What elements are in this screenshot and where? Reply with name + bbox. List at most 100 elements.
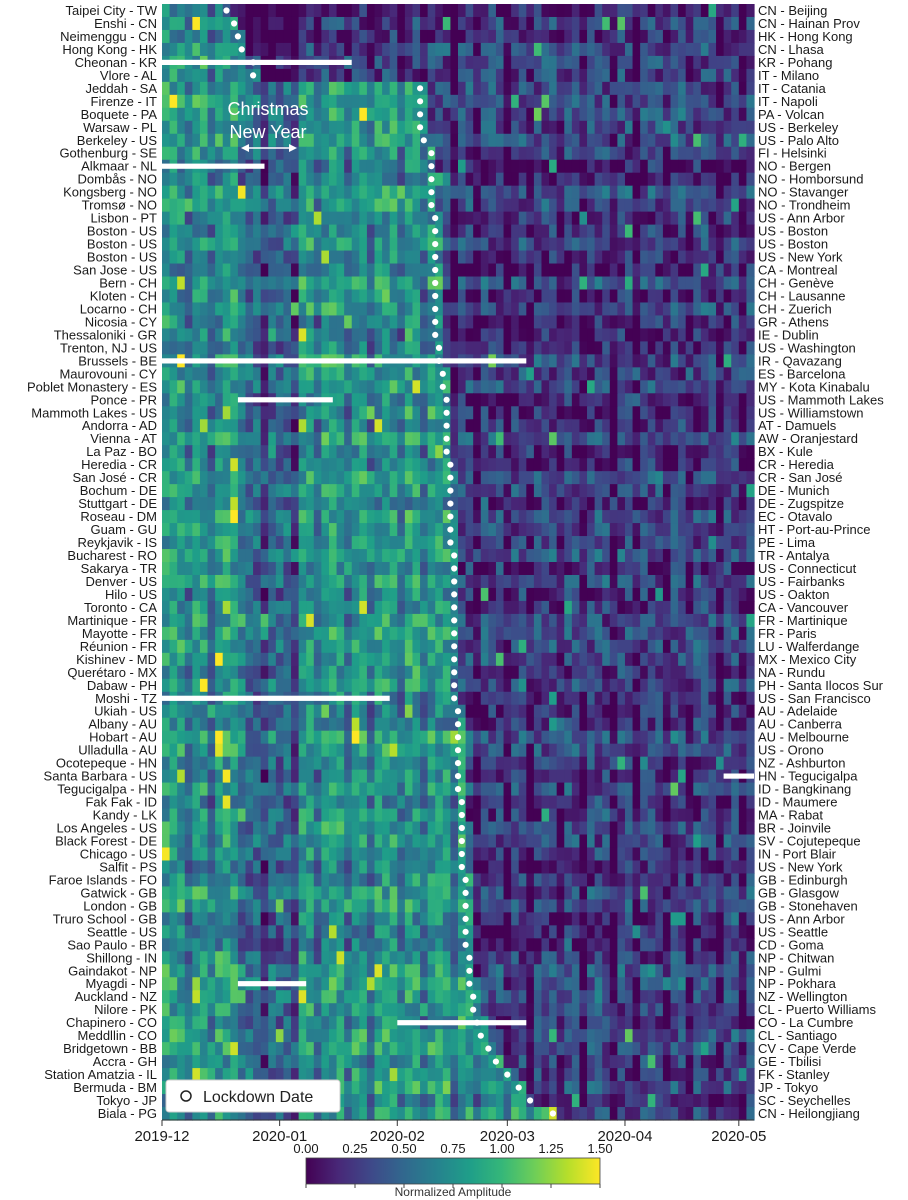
heatmap-cell xyxy=(162,523,171,537)
heatmap-cell xyxy=(708,380,717,394)
heatmap-cell xyxy=(359,756,368,771)
heatmap-cell xyxy=(397,756,406,771)
heatmap-cell xyxy=(685,380,694,394)
heatmap-cell xyxy=(458,510,467,524)
heatmap-cell xyxy=(708,406,717,420)
heatmap-cell xyxy=(298,42,307,57)
heatmap-cell xyxy=(298,237,307,252)
heatmap-cell xyxy=(222,211,231,226)
heatmap-cell xyxy=(192,626,201,641)
heatmap-cell xyxy=(602,445,611,459)
heatmap-cell xyxy=(184,562,193,576)
heatmap-cell xyxy=(404,821,414,836)
heatmap-cell xyxy=(723,250,732,265)
heatmap-cell xyxy=(306,107,315,122)
heatmap-cell xyxy=(192,393,201,407)
heatmap-cell xyxy=(587,432,596,446)
heatmap-cell xyxy=(678,497,687,511)
heatmap-cell xyxy=(473,769,482,784)
heatmap-cell xyxy=(511,302,520,317)
heatmap-cell xyxy=(602,237,611,252)
heatmap-cell xyxy=(283,587,292,602)
heatmap-cell xyxy=(321,497,330,511)
heatmap-cell xyxy=(640,133,649,148)
heatmap-cell xyxy=(549,821,558,836)
heatmap-cell xyxy=(313,497,322,511)
heatmap-cell xyxy=(716,471,725,485)
heatmap-cell xyxy=(693,808,702,823)
heatmap-cell xyxy=(321,276,330,291)
heatmap-cell xyxy=(647,704,656,719)
heatmap-cell xyxy=(382,458,391,472)
heatmap-cell xyxy=(541,678,550,693)
heatmap-cell xyxy=(184,172,193,187)
heatmap-cell xyxy=(298,782,307,797)
heatmap-cell xyxy=(624,185,634,200)
heatmap-cell xyxy=(177,185,186,200)
heatmap-cell xyxy=(488,536,497,550)
heatmap-cell xyxy=(397,432,406,446)
heatmap-cell xyxy=(685,808,694,823)
heatmap-cell xyxy=(245,68,254,83)
heatmap-cell xyxy=(321,211,330,226)
heatmap-cell xyxy=(374,263,383,278)
heatmap-cell xyxy=(465,782,474,797)
heatmap-cell xyxy=(708,328,717,342)
heatmap-cell xyxy=(564,549,573,563)
heatmap-cell xyxy=(359,107,368,122)
heatmap-cell xyxy=(700,562,710,576)
heatmap-cell xyxy=(731,523,740,537)
heatmap-cell xyxy=(397,497,406,511)
heatmap-cell xyxy=(321,172,330,187)
heatmap-cell xyxy=(624,302,634,317)
heatmap-cell xyxy=(647,198,656,213)
heatmap-cell xyxy=(685,354,694,368)
heatmap-cell xyxy=(450,237,459,252)
heatmap-cell xyxy=(526,730,535,745)
heatmap-cell xyxy=(321,159,330,174)
heatmap-cell xyxy=(746,562,755,576)
heatmap-cell xyxy=(412,782,421,797)
heatmap-cell xyxy=(351,185,360,200)
heatmap-cell xyxy=(655,652,664,667)
heatmap-cell xyxy=(427,652,436,667)
heatmap-cell xyxy=(313,587,322,602)
heatmap-cell xyxy=(435,172,444,187)
heatmap-cell xyxy=(738,510,748,524)
heatmap-cell xyxy=(662,172,672,187)
heatmap-cell xyxy=(556,328,565,342)
heatmap-cell xyxy=(700,276,710,291)
heatmap-cell xyxy=(678,341,687,355)
heatmap-cell xyxy=(344,756,353,771)
heatmap-cell xyxy=(518,795,527,810)
heatmap-cell xyxy=(260,562,269,576)
heatmap-cell xyxy=(587,406,596,420)
heatmap-cell xyxy=(624,68,634,83)
heatmap-cell xyxy=(435,497,444,511)
heatmap-cell xyxy=(518,743,527,758)
heatmap-cell xyxy=(458,380,467,394)
heatmap-cell xyxy=(465,198,474,213)
heatmap-cell xyxy=(564,380,573,394)
heatmap-cell xyxy=(291,562,300,576)
heatmap-cell xyxy=(397,185,406,200)
heatmap-cell xyxy=(700,756,710,771)
heatmap-cell xyxy=(450,198,459,213)
heatmap-cell xyxy=(465,769,474,784)
heatmap-cell xyxy=(177,743,186,758)
heatmap-cell xyxy=(291,198,300,213)
heatmap-cell xyxy=(192,237,201,252)
heatmap-cell xyxy=(700,172,710,187)
heatmap-cell xyxy=(511,717,520,732)
heatmap-cell xyxy=(609,730,618,745)
heatmap-cell xyxy=(344,458,353,472)
heatmap-cell xyxy=(465,821,474,836)
heatmap-cell xyxy=(268,652,277,667)
heatmap-cell xyxy=(609,782,618,797)
heatmap-cell xyxy=(427,16,436,31)
heatmap-cell xyxy=(283,743,292,758)
heatmap-cell xyxy=(465,419,474,433)
heatmap-cell xyxy=(412,743,421,758)
heatmap-cell xyxy=(321,678,330,693)
heatmap-cell xyxy=(336,172,345,187)
